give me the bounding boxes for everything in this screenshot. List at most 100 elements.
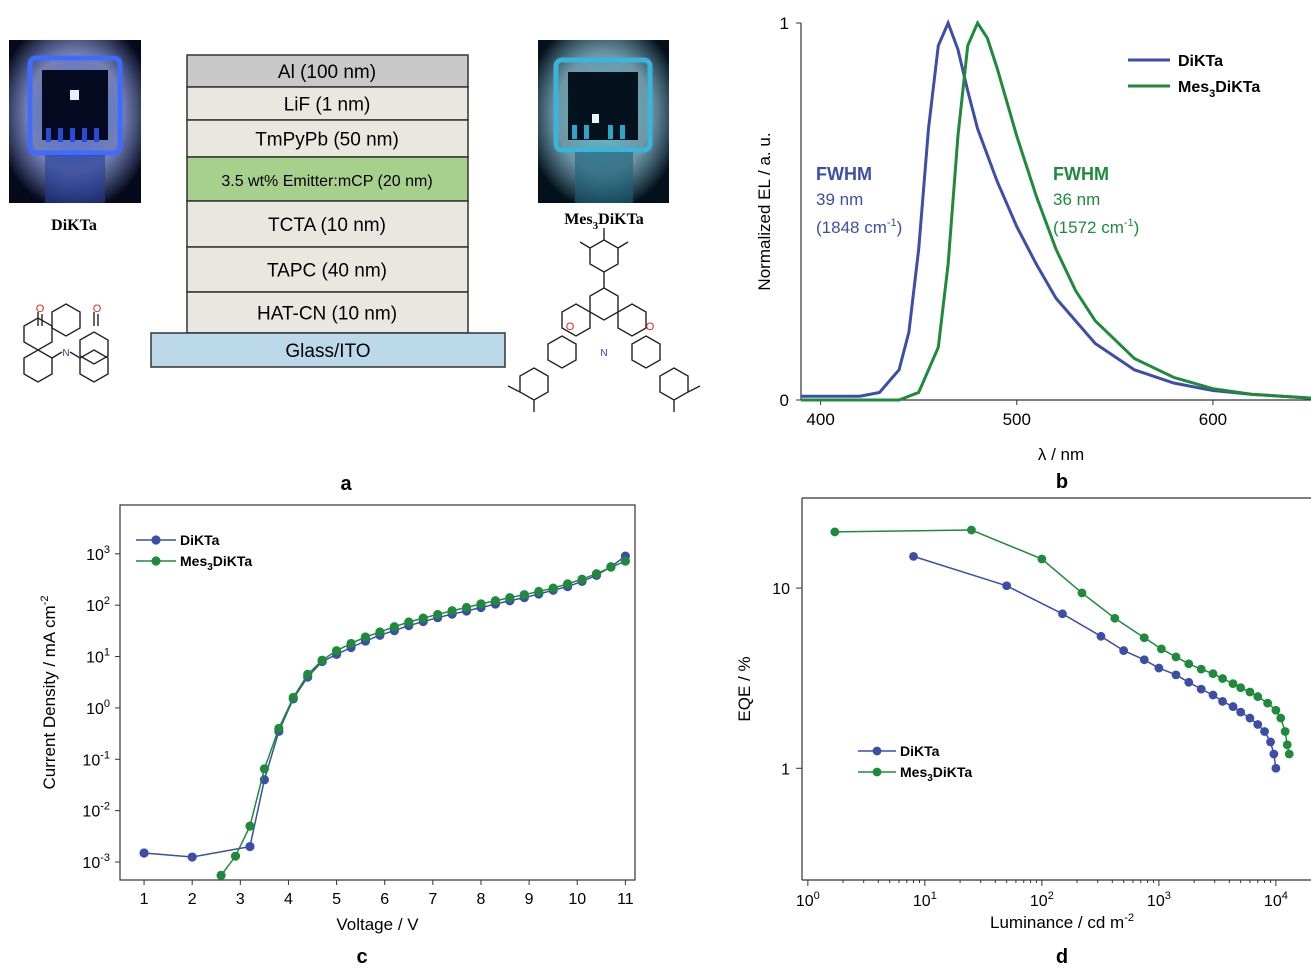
data-point-d-0-18	[1269, 749, 1279, 759]
fwhm-width-dikta: 39 nm	[816, 190, 863, 209]
legend-label-d-0: DiKTa	[900, 743, 940, 759]
data-point-c-1-13	[404, 617, 414, 627]
data-point-d-1-18	[1276, 713, 1286, 723]
data-point-d-1-0	[830, 527, 840, 537]
panel-label-a: a	[340, 473, 352, 495]
chart-panel-b: 400 500 600 0 1 λ / nm Normalized EL / a. u. Di…	[755, 14, 1311, 493]
y-tick-label-d-0: 1	[781, 761, 790, 778]
chart-panel-d: 100 101 102 103 104 1 10 Luminance / cd m-2 EQE …	[735, 497, 1311, 968]
stack-layer-label-5: TAPC (40 nm)	[267, 261, 387, 282]
stack-layer-7	[150, 332, 506, 368]
data-point-c-1-0	[216, 870, 226, 880]
panel-label-d: d	[1056, 946, 1068, 968]
data-point-d-0-13	[1236, 707, 1246, 717]
data-point-d-0-0	[909, 551, 918, 561]
data-point-d-0-8	[1184, 677, 1194, 687]
data-point-d-1-6	[1156, 644, 1166, 654]
data-point-d-1-12	[1228, 679, 1238, 689]
data-point-d-0-14	[1245, 713, 1255, 723]
stack-layer-2	[186, 119, 469, 158]
panel-a: DiKTa Mes3DiKTa Al (100 nm) LiF (1 nm) TmP…	[9, 40, 701, 495]
data-point-c-1-20	[505, 593, 515, 603]
legend-label-d-1: Mes3DiKTa	[900, 764, 972, 784]
series-line-c-0	[144, 555, 626, 858]
stack-layer-label-6: HAT-CN (10 nm)	[257, 304, 397, 325]
legend-marker-c-0	[151, 535, 161, 545]
data-point-d-1-1	[967, 525, 976, 535]
data-point-c-1-28	[620, 556, 630, 566]
data-point-c-1-2	[245, 821, 255, 831]
legend-marker-c-1	[151, 556, 161, 566]
legend-label-c-1: Mes3DiKTa	[180, 553, 252, 573]
fwhm-title-dikta: FWHM	[816, 164, 872, 184]
y-tick-label-c-3: 100	[86, 698, 110, 718]
fwhm-title-mes3dikta: FWHM	[1053, 164, 1109, 184]
chart-panel-c: 1 2 3 4 5 6 7 8 9 10 11 10-3 10-2 10-1 100 101 102 103 Vol…	[39, 504, 636, 968]
data-point-d-0-16	[1260, 727, 1269, 736]
data-point-c-1-1	[230, 851, 241, 861]
x-tick-label-b-1: 500	[1003, 410, 1031, 429]
y-axis-label-b: Normalized EL / a. u.	[755, 132, 774, 290]
legend-label-c-0: DiKTa	[180, 532, 220, 548]
x-tick-label-c-9: 10	[568, 891, 586, 908]
data-point-d-1-2	[1037, 554, 1047, 564]
data-point-c-1-8	[331, 646, 342, 656]
data-point-d-0-11	[1218, 697, 1227, 706]
data-point-d-0-3	[1096, 631, 1106, 641]
mes3dikta-oxygen-right: O	[646, 321, 655, 333]
data-point-c-1-26	[591, 569, 602, 579]
device-photo-dikta	[9, 40, 141, 203]
data-point-c-1-7	[317, 655, 327, 665]
x-tick-label-c-8: 9	[525, 891, 534, 908]
data-point-d-0-15	[1253, 720, 1263, 729]
y-tick-label-b-1: 1	[780, 14, 789, 33]
data-point-d-1-13	[1236, 683, 1246, 693]
y-tick-label-c-5: 102	[86, 595, 110, 615]
fwhm-width-mes3dikta: 36 nm	[1053, 190, 1100, 209]
data-point-d-1-14	[1245, 687, 1255, 697]
data-point-d-0-5	[1139, 655, 1149, 665]
data-point-c-1-16	[447, 606, 457, 616]
stack-layer-label-4: TCTA (10 nm)	[268, 215, 386, 236]
y-tick-label-c-4: 101	[86, 647, 110, 667]
data-point-c-1-4	[274, 723, 284, 733]
data-point-c-0-2	[245, 841, 255, 852]
data-point-c-1-3	[259, 764, 269, 774]
mes3dikta-molecule-structure	[507, 228, 701, 412]
stack-layer-6	[186, 291, 469, 334]
data-point-d-0-1	[1002, 581, 1012, 591]
data-point-c-1-17	[461, 602, 472, 613]
x-tick-label-d-4: 104	[1264, 890, 1288, 910]
series-line-d-1	[834, 529, 1290, 755]
series-line-b-0	[801, 18, 1311, 400]
data-point-c-1-22	[534, 586, 544, 597]
x-tick-label-c-6: 7	[428, 891, 437, 908]
data-point-d-0-6	[1154, 663, 1164, 673]
y-tick-label-c-0: 10-3	[82, 852, 110, 872]
device-layer-stack: Al (100 nm) LiF (1 nm) TmPyPb (50 nm) 3.5 w…	[150, 54, 506, 368]
data-point-d-1-16	[1263, 698, 1273, 708]
x-tick-label-c-2: 3	[236, 891, 245, 908]
legend-label-b-0: DiKTa	[1178, 53, 1223, 70]
data-point-c-1-6	[303, 669, 313, 679]
panel-label-c: c	[356, 946, 367, 968]
mes3dikta-nitrogen: N	[600, 348, 607, 359]
x-tick-label-d-1: 101	[913, 890, 937, 910]
dikta-nitrogen: N	[62, 348, 69, 359]
stack-layer-label-7: Glass/ITO	[285, 341, 370, 362]
data-point-d-0-2	[1058, 609, 1067, 619]
data-point-d-0-17	[1266, 737, 1275, 747]
data-point-c-1-12	[389, 622, 399, 632]
series-line-c-1	[220, 560, 626, 876]
stack-layer-0	[186, 54, 469, 88]
device-photo-mes3dikta	[538, 40, 669, 203]
x-tick-label-c-10: 11	[617, 891, 634, 908]
x-tick-label-c-1: 2	[188, 891, 197, 908]
data-point-d-1-20	[1282, 740, 1292, 750]
data-point-d-1-19	[1280, 727, 1290, 736]
data-point-c-1-5	[288, 692, 298, 703]
photo-caption-mes3dikta: Mes3DiKTa	[564, 211, 644, 232]
stack-layer-label-2: TmPyPb (50 nm)	[255, 130, 399, 151]
data-point-c-1-10	[360, 632, 371, 642]
